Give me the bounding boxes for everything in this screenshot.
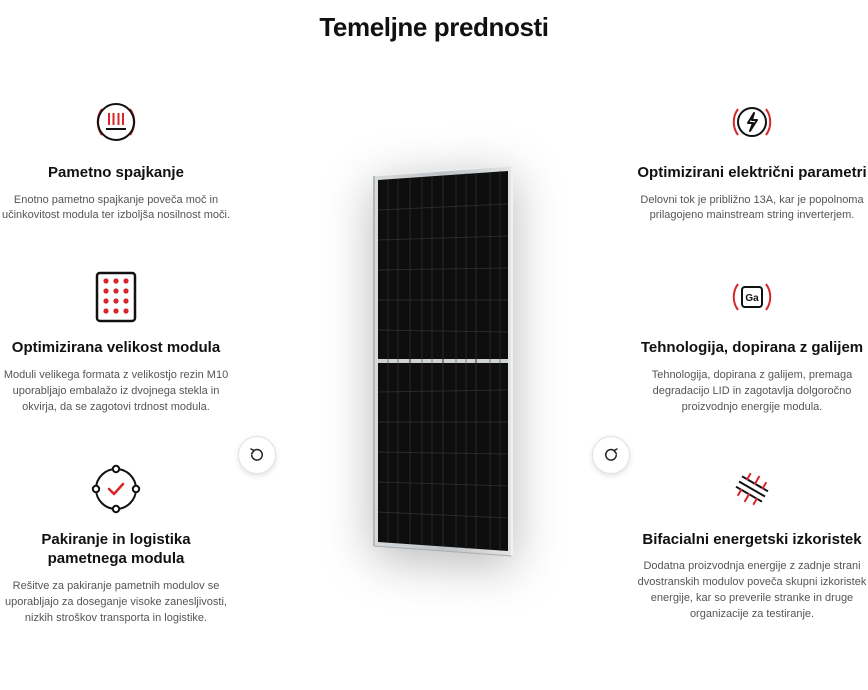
feature-title: Bifacialni energetski izkoristek bbox=[642, 530, 861, 550]
smart-solder-icon bbox=[89, 95, 143, 149]
solar-panel-image bbox=[344, 164, 524, 558]
electrical-icon bbox=[725, 95, 779, 149]
feature-desc: Delovni tok je približno 13A, kar je pop… bbox=[637, 193, 867, 225]
feature-title: Pakiranje in logistika pametnega modula bbox=[1, 530, 231, 569]
features-left-column: Pametno spajkanje Enotno pametno spajkan… bbox=[0, 95, 232, 627]
feature-bifacial: Bifacialni energetski izkoristek Dodatna… bbox=[637, 462, 867, 623]
logistics-icon bbox=[89, 462, 143, 516]
rotate-left-icon bbox=[248, 446, 266, 464]
feature-title: Optimizirana velikost modula bbox=[12, 338, 220, 358]
feature-desc: Dodatna proizvodnja energije z zadnje st… bbox=[637, 559, 867, 623]
rotate-right-icon bbox=[602, 446, 620, 464]
feature-logistics: Pakiranje in logistika pametnega modula … bbox=[1, 462, 231, 627]
feature-title: Pametno spajkanje bbox=[48, 163, 184, 183]
feature-electrical: Optimizirani električni parametri Delovn… bbox=[637, 95, 867, 224]
feature-title: Tehnologija, dopirana z galijem bbox=[641, 338, 863, 358]
feature-desc: Moduli velikega formata z velikostjo rez… bbox=[1, 368, 231, 416]
product-image-area bbox=[232, 95, 636, 627]
rotate-right-button[interactable] bbox=[592, 436, 630, 474]
feature-desc: Rešitve za pakiranje pametnih modulov se… bbox=[1, 579, 231, 627]
bifacial-icon bbox=[725, 462, 779, 516]
feature-module-size: Optimizirana velikost modula Moduli veli… bbox=[1, 270, 231, 415]
svg-text:Ga: Ga bbox=[745, 293, 759, 304]
feature-smart-solder: Pametno spajkanje Enotno pametno spajkan… bbox=[1, 95, 231, 224]
feature-gallium: Ga Tehnologija, dopirana z galijem Tehno… bbox=[637, 270, 867, 415]
rotate-left-button[interactable] bbox=[238, 436, 276, 474]
gallium-icon: Ga bbox=[725, 270, 779, 324]
features-right-column: Optimizirani električni parametri Delovn… bbox=[636, 95, 868, 627]
module-size-icon bbox=[89, 270, 143, 324]
feature-desc: Tehnologija, dopirana z galijem, premaga… bbox=[637, 368, 867, 416]
feature-desc: Enotno pametno spajkanje poveča moč in u… bbox=[1, 193, 231, 225]
feature-title: Optimizirani električni parametri bbox=[637, 163, 866, 183]
page-title: Temeljne prednosti bbox=[0, 12, 868, 43]
